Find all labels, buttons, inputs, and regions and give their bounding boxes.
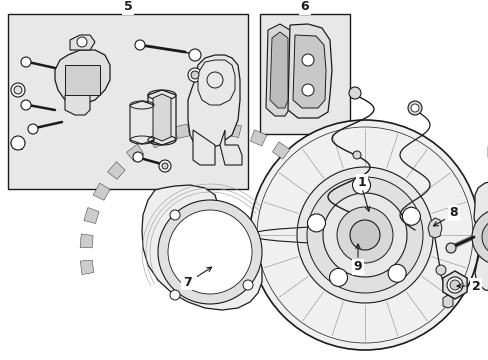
Circle shape — [170, 210, 180, 220]
Polygon shape — [226, 123, 241, 138]
Polygon shape — [187, 55, 240, 148]
Polygon shape — [80, 234, 93, 248]
Text: 1: 1 — [357, 175, 366, 189]
Circle shape — [435, 265, 445, 275]
Circle shape — [445, 243, 455, 253]
Text: 9: 9 — [353, 261, 362, 274]
Circle shape — [348, 87, 360, 99]
Polygon shape — [201, 122, 214, 134]
Circle shape — [307, 214, 325, 232]
Circle shape — [352, 176, 370, 194]
Polygon shape — [250, 130, 266, 146]
Bar — [260, 14, 349, 134]
Polygon shape — [148, 90, 176, 145]
Circle shape — [135, 40, 145, 50]
Circle shape — [11, 83, 25, 97]
Circle shape — [11, 136, 25, 150]
Circle shape — [206, 72, 223, 88]
Polygon shape — [149, 131, 165, 148]
Circle shape — [329, 269, 347, 287]
Circle shape — [407, 101, 421, 115]
Circle shape — [77, 37, 87, 47]
Circle shape — [243, 280, 252, 290]
Circle shape — [410, 104, 418, 112]
Polygon shape — [272, 142, 289, 159]
Circle shape — [28, 124, 38, 134]
Polygon shape — [70, 35, 95, 50]
Polygon shape — [80, 260, 94, 275]
Circle shape — [249, 120, 479, 350]
Polygon shape — [174, 124, 189, 139]
Circle shape — [352, 151, 360, 159]
Polygon shape — [287, 24, 331, 118]
Polygon shape — [107, 162, 125, 179]
Polygon shape — [126, 144, 144, 162]
Polygon shape — [193, 130, 215, 165]
Circle shape — [21, 100, 31, 110]
Circle shape — [336, 207, 392, 263]
Bar — [65, 65, 100, 95]
Circle shape — [159, 160, 171, 172]
Polygon shape — [473, 180, 488, 292]
Circle shape — [302, 54, 313, 66]
Polygon shape — [55, 50, 110, 105]
Circle shape — [14, 86, 22, 94]
Polygon shape — [427, 218, 441, 238]
Circle shape — [471, 209, 488, 265]
Text: 6: 6 — [300, 0, 309, 13]
Polygon shape — [65, 95, 90, 115]
Circle shape — [387, 264, 406, 282]
Circle shape — [446, 277, 462, 293]
Circle shape — [302, 84, 313, 96]
Circle shape — [323, 193, 406, 277]
Text: 5: 5 — [123, 0, 132, 13]
Circle shape — [481, 219, 488, 255]
Polygon shape — [198, 60, 235, 105]
Polygon shape — [269, 32, 287, 108]
Circle shape — [449, 280, 459, 290]
Polygon shape — [292, 35, 325, 108]
Circle shape — [168, 210, 251, 294]
Circle shape — [402, 207, 420, 225]
Polygon shape — [220, 130, 242, 165]
Circle shape — [21, 57, 31, 67]
Text: 8: 8 — [449, 207, 457, 220]
Polygon shape — [142, 185, 262, 310]
Text: 7: 7 — [182, 275, 191, 288]
Circle shape — [296, 167, 432, 303]
Polygon shape — [130, 101, 154, 144]
Circle shape — [306, 177, 422, 293]
Polygon shape — [442, 295, 452, 308]
Circle shape — [162, 163, 168, 169]
Circle shape — [349, 220, 379, 250]
Circle shape — [133, 152, 142, 162]
Circle shape — [187, 68, 202, 82]
Circle shape — [189, 49, 201, 61]
Polygon shape — [93, 183, 110, 200]
Polygon shape — [265, 24, 289, 116]
Polygon shape — [83, 207, 99, 224]
Text: 2: 2 — [470, 279, 479, 292]
Polygon shape — [153, 94, 171, 141]
Polygon shape — [442, 271, 466, 299]
Bar — [8, 14, 247, 189]
Circle shape — [170, 290, 180, 300]
Circle shape — [191, 71, 199, 79]
Circle shape — [158, 200, 262, 304]
